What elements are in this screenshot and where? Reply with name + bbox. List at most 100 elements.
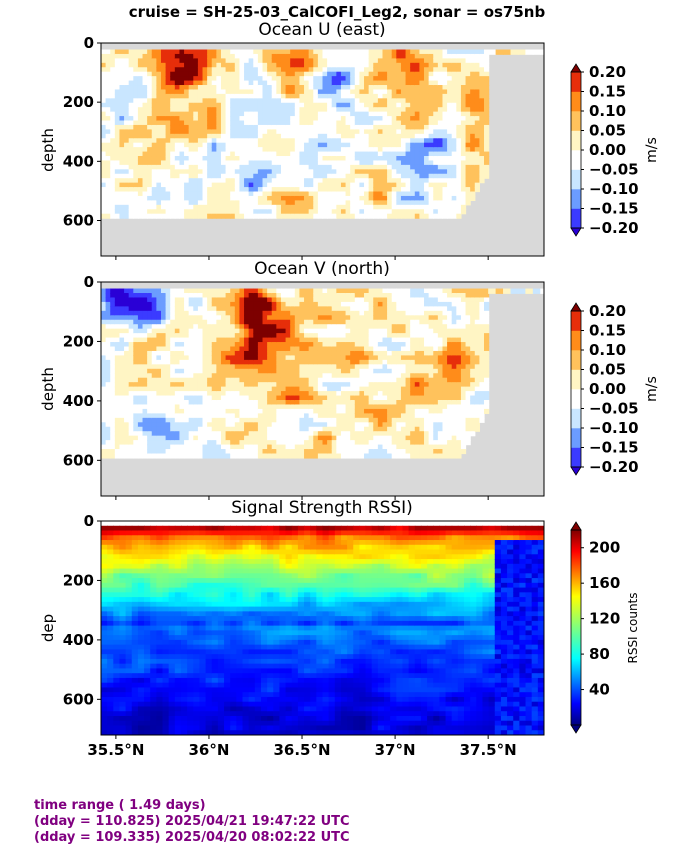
heatmap-cell bbox=[211, 138, 217, 144]
heatmap-cell bbox=[165, 213, 171, 219]
heatmap-cell bbox=[128, 147, 134, 153]
heatmap-cell bbox=[197, 386, 204, 392]
heatmap-cell bbox=[110, 328, 116, 334]
heatmap-cell bbox=[179, 67, 185, 73]
heatmap-cell bbox=[456, 129, 462, 135]
heatmap-cell bbox=[244, 319, 250, 325]
heatmap-cell bbox=[184, 173, 190, 179]
heatmap-cell bbox=[101, 173, 107, 179]
heatmap-cell bbox=[147, 408, 153, 414]
heatmap-cell bbox=[220, 53, 227, 59]
heatmap-cell bbox=[456, 204, 462, 210]
heatmap-cell bbox=[285, 431, 291, 437]
heatmap-cell bbox=[271, 422, 277, 428]
heatmap-cell bbox=[424, 58, 430, 64]
heatmap-cell bbox=[105, 293, 111, 299]
heatmap-cell bbox=[156, 67, 162, 73]
heatmap-cell bbox=[110, 319, 116, 325]
heatmap-cell bbox=[105, 368, 111, 374]
heatmap-cell bbox=[262, 178, 268, 184]
heatmap-cell bbox=[151, 408, 157, 414]
heatmap-cell bbox=[110, 395, 116, 401]
heatmap-cell bbox=[230, 124, 236, 130]
heatmap-cell bbox=[382, 138, 388, 144]
heatmap-cell bbox=[234, 98, 241, 104]
heatmap-cell bbox=[114, 116, 121, 122]
heatmap-cell bbox=[354, 71, 361, 77]
heatmap-cell bbox=[105, 306, 111, 312]
heatmap-cell bbox=[304, 368, 310, 374]
heatmap-cell bbox=[271, 85, 277, 91]
heatmap-cell bbox=[234, 386, 241, 392]
heatmap-cell bbox=[225, 89, 231, 95]
heatmap-cell bbox=[114, 288, 121, 294]
heatmap-cell bbox=[460, 111, 467, 117]
heatmap-cell bbox=[147, 346, 153, 352]
heatmap-cell bbox=[225, 310, 231, 316]
heatmap-cell bbox=[202, 67, 208, 73]
heatmap-cell bbox=[220, 129, 227, 135]
heatmap-cell bbox=[142, 368, 148, 374]
heatmap-cell bbox=[239, 288, 245, 294]
heatmap-cell bbox=[276, 173, 282, 179]
heatmap-cell bbox=[137, 160, 144, 166]
heatmap-cell bbox=[128, 107, 134, 113]
heatmap-cell bbox=[377, 178, 384, 184]
heatmap-cell bbox=[271, 209, 277, 215]
heatmap-cell bbox=[248, 444, 254, 450]
heatmap-cell bbox=[124, 431, 130, 437]
heatmap-cell bbox=[290, 391, 296, 397]
heatmap-cell bbox=[262, 310, 268, 316]
heatmap-cell bbox=[447, 138, 453, 144]
heatmap-cell bbox=[207, 301, 213, 307]
heatmap-cell bbox=[308, 342, 314, 348]
heatmap-cell bbox=[340, 93, 347, 99]
heatmap-cell bbox=[207, 80, 213, 86]
heatmap-cell bbox=[414, 182, 420, 188]
heatmap-cell bbox=[373, 138, 379, 144]
heatmap-cell bbox=[160, 53, 167, 59]
heatmap-cell bbox=[165, 67, 171, 73]
heatmap-cell bbox=[257, 301, 264, 307]
heatmap-cell bbox=[271, 328, 277, 334]
heatmap-cell bbox=[105, 364, 111, 370]
heatmap-cell bbox=[345, 213, 351, 219]
heatmap-cell bbox=[248, 169, 254, 175]
heatmap-cell bbox=[267, 49, 273, 55]
heatmap-cell bbox=[211, 151, 217, 157]
heatmap-cell bbox=[285, 288, 291, 294]
heatmap-cell bbox=[124, 453, 130, 459]
heatmap-cell bbox=[193, 324, 199, 330]
heatmap-cell bbox=[193, 102, 199, 108]
heatmap-cell bbox=[396, 200, 402, 206]
heatmap-cell bbox=[137, 422, 144, 428]
heatmap-cell bbox=[151, 288, 157, 294]
heatmap-cell bbox=[290, 355, 296, 361]
heatmap-cell bbox=[308, 359, 314, 365]
heatmap-cell bbox=[368, 169, 374, 175]
heatmap-cell bbox=[197, 453, 204, 459]
heatmap-cell bbox=[280, 102, 287, 108]
heatmap-cell bbox=[285, 102, 291, 108]
heatmap-cell bbox=[437, 129, 444, 135]
heatmap-cell bbox=[179, 364, 185, 370]
heatmap-cell bbox=[179, 178, 185, 184]
heatmap-cell bbox=[382, 76, 388, 82]
heatmap-cell bbox=[188, 444, 194, 450]
heatmap-cell bbox=[156, 169, 162, 175]
heatmap-cell bbox=[424, 107, 430, 113]
heatmap-cell bbox=[460, 200, 467, 206]
heatmap-cell bbox=[387, 107, 393, 113]
heatmap-cell bbox=[165, 102, 171, 108]
heatmap-cell bbox=[276, 129, 282, 135]
heatmap-cell bbox=[110, 431, 116, 437]
heatmap-cell bbox=[317, 178, 324, 184]
heatmap-cell bbox=[101, 116, 107, 122]
heatmap-cell bbox=[451, 107, 457, 113]
heatmap-cell bbox=[331, 164, 337, 170]
heatmap-cell bbox=[400, 182, 407, 188]
heatmap-cell bbox=[137, 129, 144, 135]
heatmap-cell bbox=[447, 133, 453, 139]
heatmap-cell bbox=[313, 373, 319, 379]
heatmap-cell bbox=[364, 111, 370, 117]
